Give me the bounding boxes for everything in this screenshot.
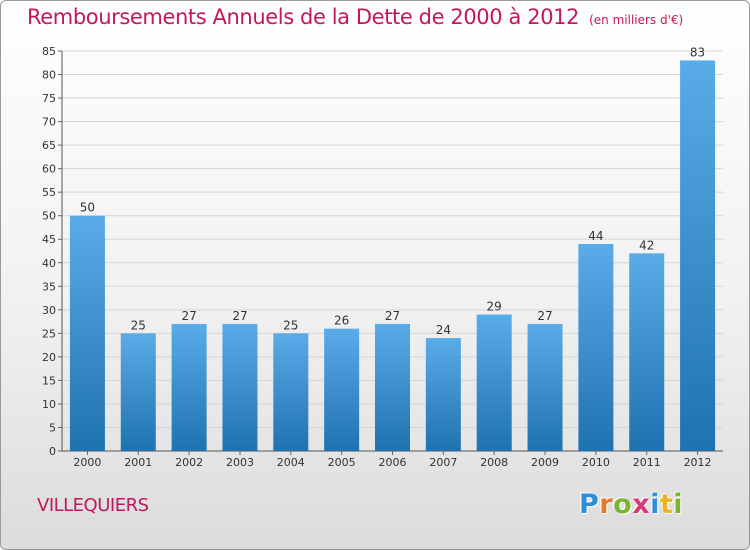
logo-letter: t bbox=[659, 489, 674, 520]
x-tick-label: 2000 bbox=[73, 456, 101, 469]
location-name: VILLEQUIERS bbox=[37, 495, 149, 516]
data-label: 27 bbox=[232, 309, 247, 323]
bar bbox=[629, 253, 665, 451]
bar bbox=[680, 60, 716, 451]
bar bbox=[273, 333, 309, 451]
y-tick-label: 20 bbox=[42, 351, 56, 364]
y-tick-label: 70 bbox=[42, 116, 56, 129]
data-labels: 50 25 27 27 25 26 27 24 29 27 44 42 83 bbox=[80, 45, 705, 337]
data-label: 50 bbox=[80, 201, 95, 215]
data-label: 42 bbox=[639, 238, 654, 252]
data-label: 27 bbox=[181, 309, 196, 323]
logo-letter: x bbox=[632, 489, 651, 520]
y-tick-label: 65 bbox=[42, 139, 56, 152]
y-tick-label: 5 bbox=[49, 421, 56, 434]
x-tick-label: 2012 bbox=[684, 456, 712, 469]
y-tick-label: 60 bbox=[42, 163, 56, 176]
x-tick-label: 2011 bbox=[633, 456, 661, 469]
y-tick-label: 25 bbox=[42, 327, 56, 340]
bar bbox=[120, 333, 156, 451]
data-label: 44 bbox=[588, 229, 603, 243]
x-tick-label: 2008 bbox=[480, 456, 508, 469]
bar bbox=[324, 328, 360, 451]
x-tick-labels: 2000 2001 2002 2003 2004 2005 2006 2007 2008 2009… bbox=[73, 456, 711, 469]
logo-letter: P bbox=[579, 489, 600, 520]
y-tick-label: 45 bbox=[42, 233, 56, 246]
x-tick-label: 2004 bbox=[277, 456, 305, 469]
x-tick-label: 2009 bbox=[531, 456, 559, 469]
y-tick-label: 85 bbox=[42, 45, 56, 58]
logo-letter: i bbox=[673, 489, 684, 520]
y-tick-label: 50 bbox=[42, 210, 56, 223]
logo-letter: r bbox=[599, 489, 614, 520]
y-tick-label: 40 bbox=[42, 257, 56, 270]
data-label: 27 bbox=[385, 309, 400, 323]
logo-letter: i bbox=[650, 489, 660, 520]
y-tick-label: 0 bbox=[49, 445, 56, 458]
chart-title: Remboursements Annuels de la Dette de 20… bbox=[27, 5, 580, 29]
data-label: 25 bbox=[131, 318, 146, 332]
x-tick-label: 2006 bbox=[379, 456, 407, 469]
x-tick-label: 2002 bbox=[175, 456, 203, 469]
y-tick-labels: 0 5 10 15 20 25 30 35 40 45 50 55 60 65 70 75 80 85 bbox=[42, 45, 56, 458]
y-tick-label: 80 bbox=[42, 69, 56, 82]
chart-header: Remboursements Annuels de la Dette de 20… bbox=[27, 5, 683, 29]
data-label: 29 bbox=[487, 300, 502, 314]
bar bbox=[222, 323, 258, 451]
bar bbox=[375, 323, 410, 451]
chart-subtitle: (en milliers d'€) bbox=[589, 13, 684, 27]
x-tick-label: 2001 bbox=[124, 456, 152, 469]
bar bbox=[476, 314, 512, 451]
data-label: 83 bbox=[690, 45, 705, 59]
y-tick-label: 30 bbox=[42, 304, 56, 317]
x-tick-label: 2007 bbox=[429, 456, 457, 469]
bars bbox=[69, 60, 716, 451]
y-tick-label: 75 bbox=[42, 92, 56, 105]
y-tick-label: 35 bbox=[42, 280, 56, 293]
logo-letter: o bbox=[613, 489, 633, 520]
data-label: 24 bbox=[436, 323, 451, 337]
proxiti-logo: Proxiti bbox=[579, 489, 683, 520]
x-tick-label: 2005 bbox=[328, 456, 356, 469]
data-label: 25 bbox=[283, 318, 298, 332]
y-tick-label: 55 bbox=[42, 186, 56, 199]
data-label: 26 bbox=[334, 314, 349, 328]
x-tick-label: 2010 bbox=[582, 456, 610, 469]
bar bbox=[425, 338, 461, 451]
bar bbox=[578, 243, 614, 451]
x-tick-label: 2003 bbox=[226, 456, 254, 469]
bar bbox=[527, 323, 563, 451]
data-label: 27 bbox=[537, 309, 552, 323]
y-tick-label: 10 bbox=[42, 398, 56, 411]
bar bbox=[69, 215, 105, 451]
bar bbox=[171, 323, 207, 451]
y-tick-label: 15 bbox=[42, 374, 56, 387]
